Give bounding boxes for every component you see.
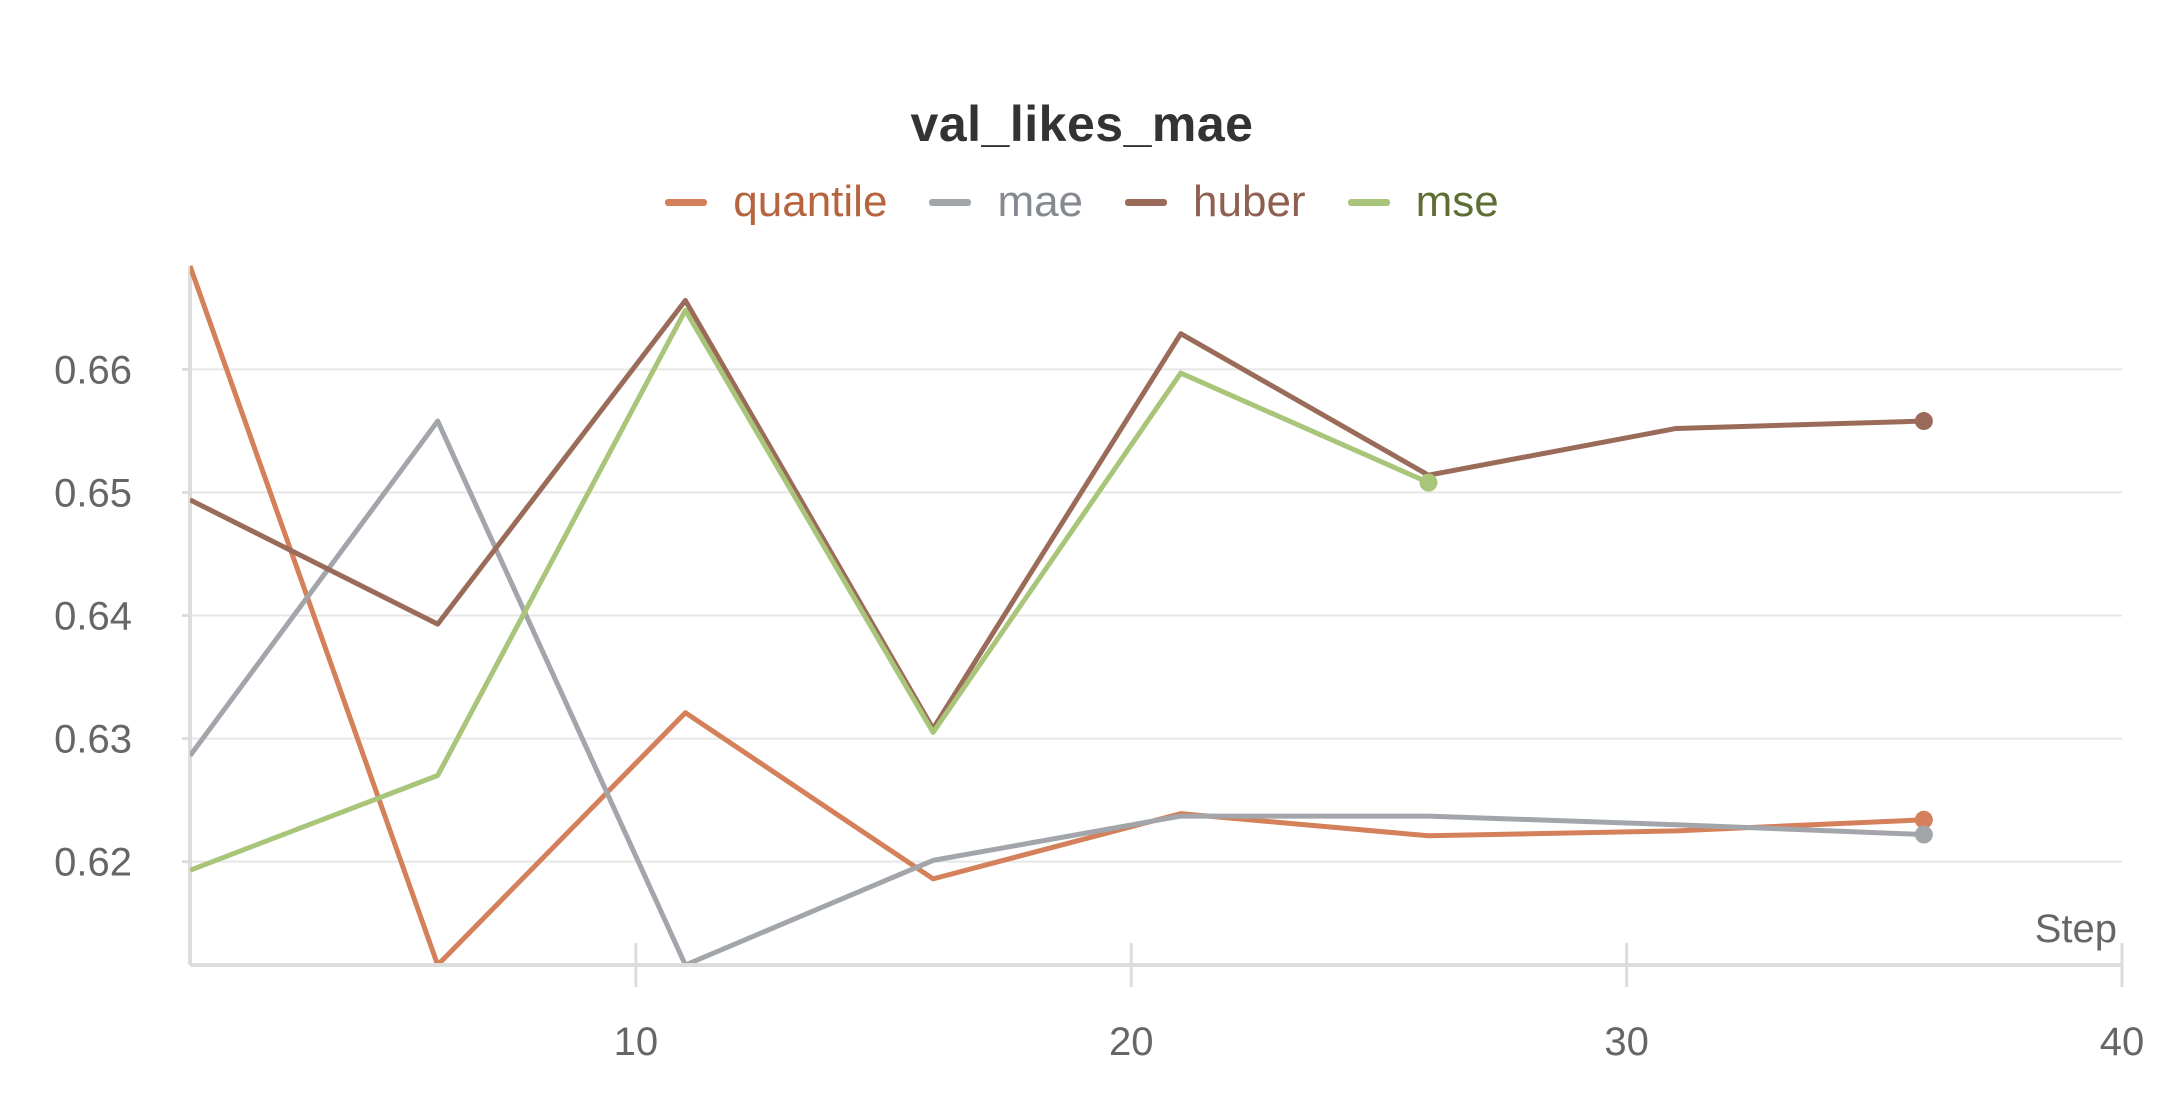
x-tick-label: 10	[614, 1020, 659, 1064]
legend-swatch	[1347, 198, 1390, 206]
chart-title: val_likes_mae	[910, 96, 1254, 152]
series-end-point-mae	[1914, 825, 1933, 844]
legend: quantile mae huber mse	[0, 177, 2164, 227]
x-tick-label: 40	[2100, 1020, 2145, 1064]
series-line-huber	[190, 297, 1924, 732]
y-tick-label: 0.64	[54, 595, 132, 639]
legend-item-mae[interactable]: mae	[929, 177, 1083, 227]
legend-swatch	[665, 198, 708, 206]
legend-item-huber[interactable]: huber	[1125, 177, 1306, 227]
legend-label: mae	[997, 177, 1084, 226]
y-tick-label: 0.65	[54, 471, 132, 515]
series-end-point-mse	[1419, 473, 1438, 492]
legend-item-mse[interactable]: mse	[1347, 177, 1499, 227]
legend-swatch	[1125, 198, 1168, 206]
legend-label: mse	[1415, 177, 1499, 226]
y-tick-label: 0.62	[54, 841, 132, 885]
legend-item-quantile[interactable]: quantile	[665, 177, 887, 227]
x-axis-label: Step	[2035, 907, 2117, 951]
x-tick-label: 30	[1604, 1020, 1649, 1064]
series-line-mse	[190, 307, 1430, 873]
x-tick-label: 20	[1109, 1020, 1154, 1064]
legend-swatch	[929, 198, 972, 206]
series-end-point-huber	[1914, 412, 1933, 431]
y-tick-label: 0.66	[54, 348, 132, 392]
series-end-point-quantile	[1914, 810, 1933, 829]
legend-label: huber	[1193, 177, 1306, 226]
series-line-quantile	[190, 265, 1924, 963]
legend-label: quantile	[733, 177, 888, 226]
series-line-mae	[190, 418, 1924, 963]
y-tick-label: 0.63	[54, 718, 132, 762]
